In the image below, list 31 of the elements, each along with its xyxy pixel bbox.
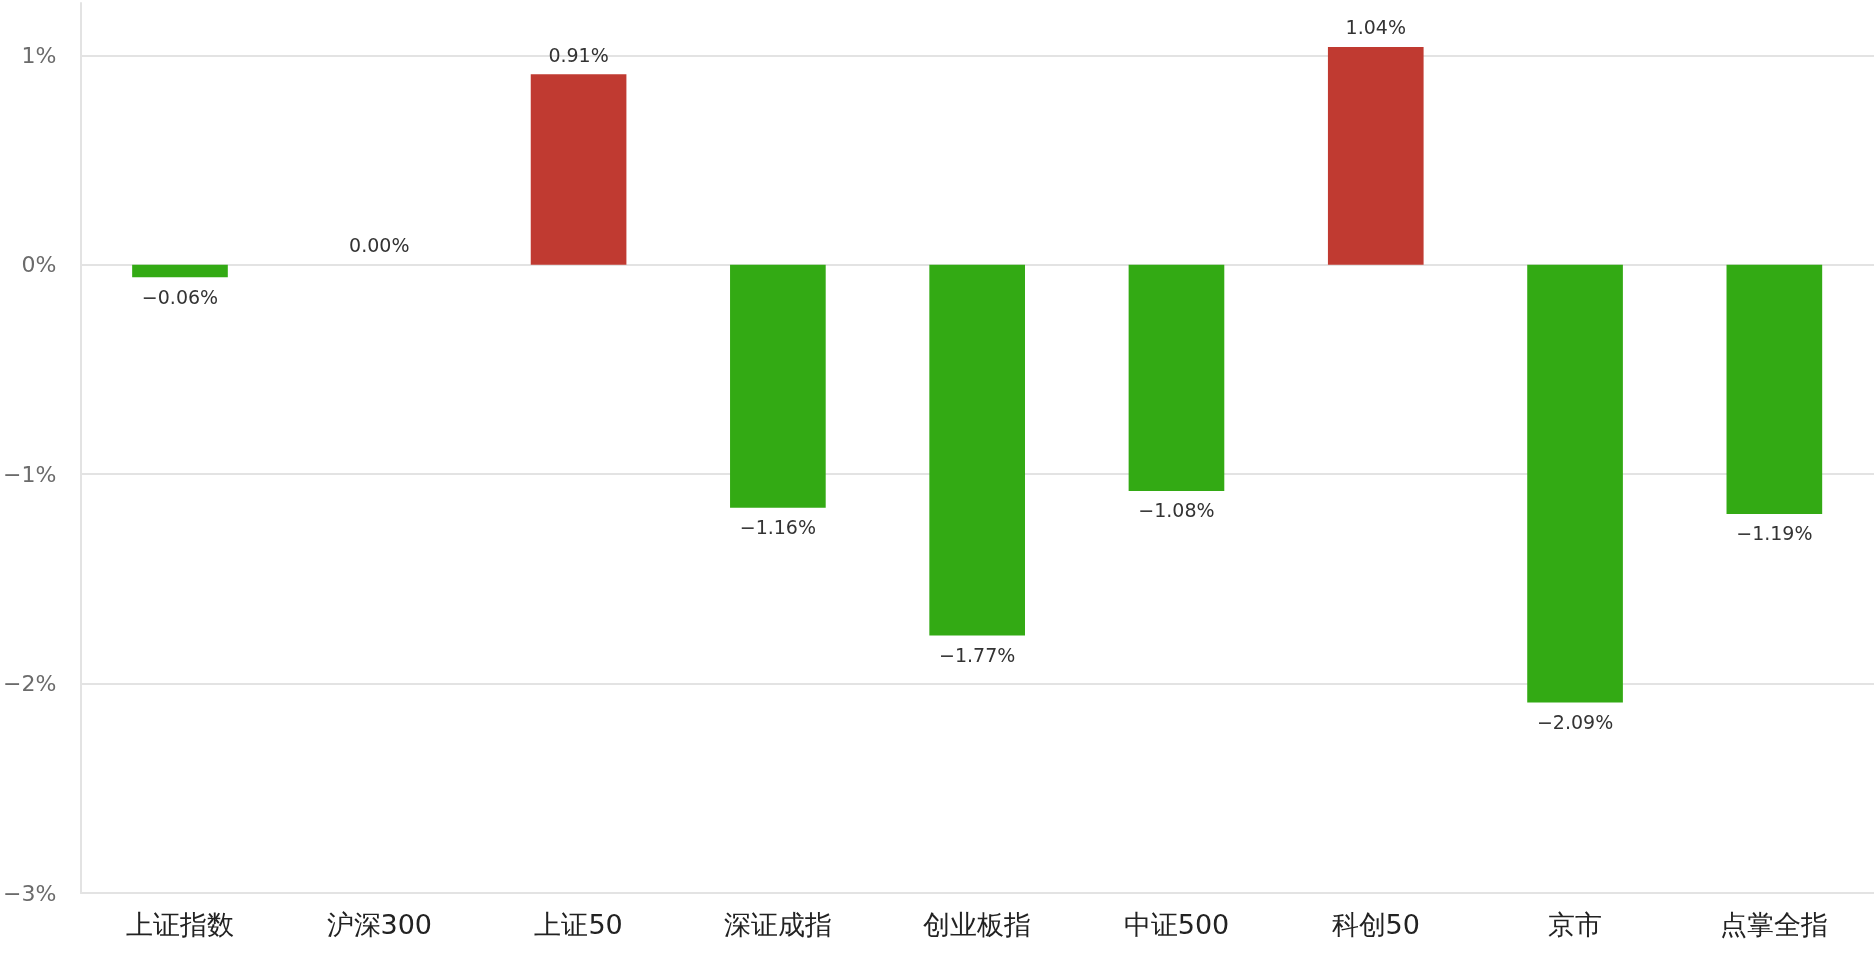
- y-tick-label: −2%: [2, 671, 57, 697]
- data-label: 1.04%: [1345, 16, 1406, 39]
- data-label: 0.91%: [548, 43, 609, 66]
- data-label: −1.16%: [739, 516, 817, 539]
- data-label: −2.09%: [1536, 710, 1614, 733]
- x-tick-label: 科创50: [1331, 909, 1420, 940]
- y-tick-label: 1%: [21, 42, 57, 68]
- bar: [1327, 46, 1424, 265]
- x-tick-label: 上证指数: [125, 909, 234, 940]
- data-label: −1.08%: [1138, 499, 1215, 522]
- x-tick-label: 沪深300: [326, 909, 433, 940]
- x-tick-label: 创业板指: [923, 909, 1032, 940]
- bar: [929, 264, 1025, 636]
- x-tick-label: 上证50: [534, 909, 623, 940]
- bar: [730, 264, 826, 508]
- bar: [1527, 264, 1623, 703]
- x-tick-label: 京市: [1548, 909, 1603, 940]
- bar: [132, 264, 228, 278]
- data-label: −0.06%: [141, 285, 219, 308]
- x-tick-label: 中证500: [1123, 909, 1230, 940]
- bar: [530, 74, 627, 265]
- bar: [1726, 264, 1823, 514]
- data-label: 0.00%: [349, 234, 410, 257]
- data-label: −1.77%: [939, 643, 1016, 666]
- data-label: −1.19%: [1736, 522, 1813, 545]
- y-tick-label: −3%: [2, 880, 57, 906]
- x-tick-label: 深证成指: [723, 909, 832, 940]
- y-tick-label: −1%: [2, 461, 57, 487]
- bar: [1128, 264, 1225, 491]
- y-tick-label: 0%: [21, 252, 57, 278]
- x-tick-label: 点掌全指: [1720, 909, 1829, 940]
